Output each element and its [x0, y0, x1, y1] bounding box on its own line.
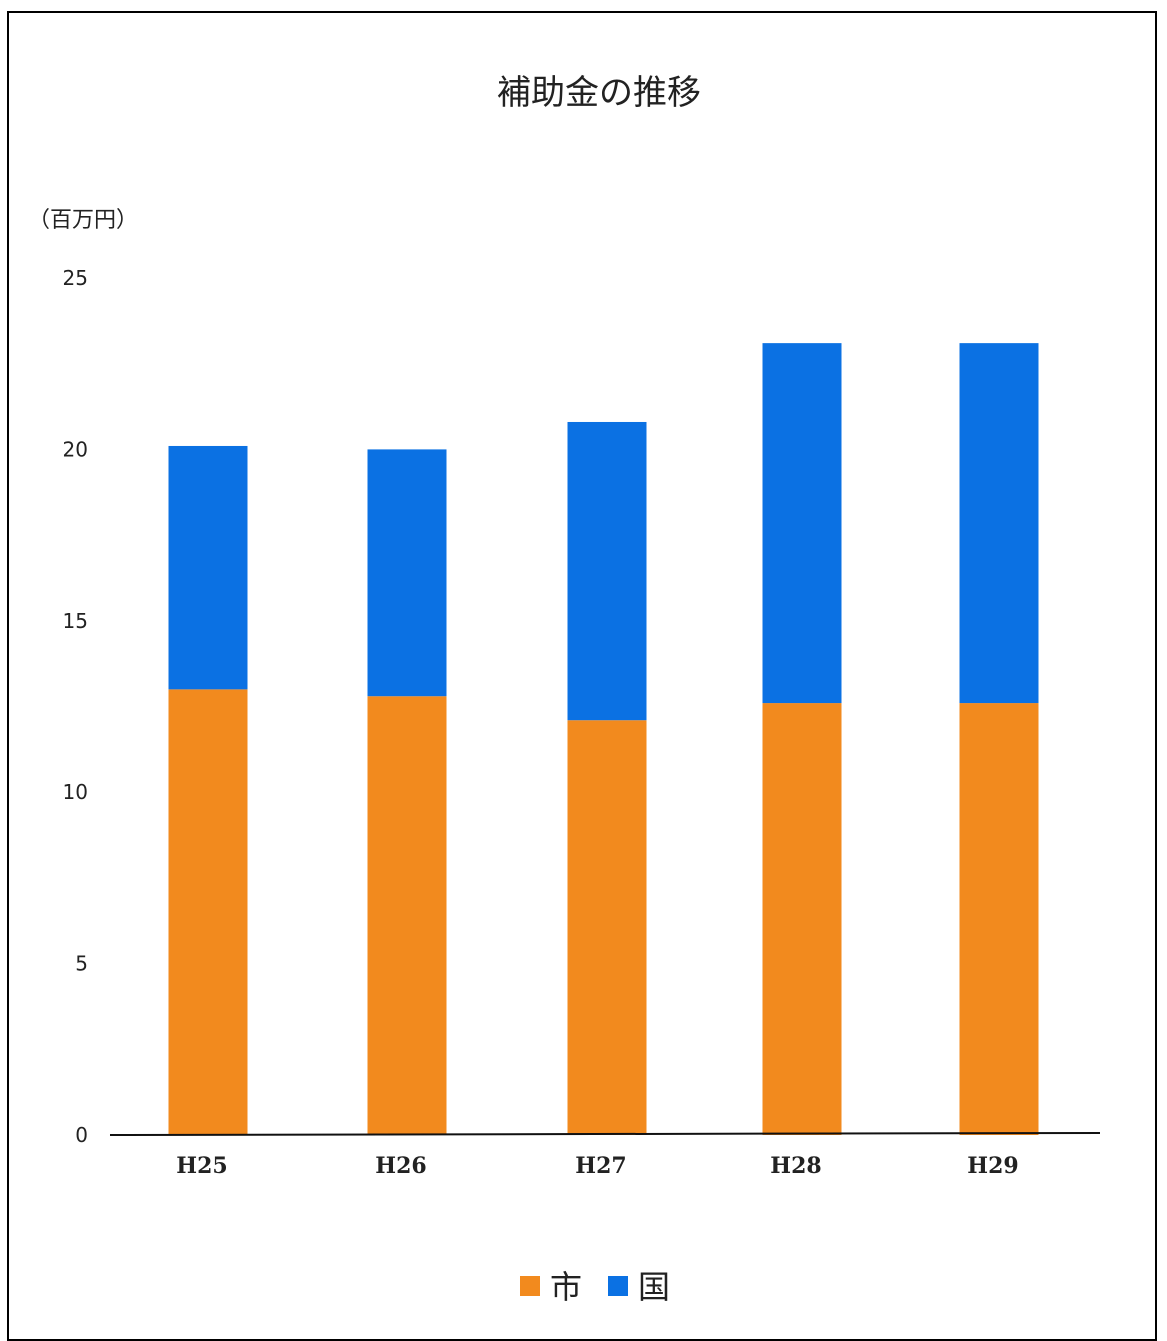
bar-segment-H28-national	[762, 343, 842, 704]
bar-segment-H26-national	[367, 449, 447, 697]
x-tick-label: H25	[176, 1153, 227, 1179]
bar-segment-H27-national	[567, 421, 647, 721]
legend-swatch	[608, 1276, 628, 1296]
x-axis-ticks: H25 H26 H27 H28 H29	[176, 1153, 1018, 1179]
legend-label: 市	[550, 1268, 582, 1306]
y-axis-unit-label: （百万円）	[28, 208, 138, 233]
bars	[168, 343, 1039, 1135]
x-tick-label: H29	[967, 1153, 1018, 1179]
bar-segment-H29-national	[959, 343, 1039, 704]
y-tick-label: 25	[63, 266, 88, 290]
y-tick-label: 10	[63, 780, 88, 804]
x-tick-label: H27	[575, 1153, 626, 1179]
x-tick-label: H26	[375, 1153, 426, 1179]
legend-swatch	[520, 1276, 540, 1296]
y-axis-ticks: 0 5 10 15 20 25	[63, 266, 88, 1147]
y-tick-label: 5	[75, 952, 88, 976]
bar-segment-H27-city	[567, 720, 647, 1135]
y-tick-label: 0	[75, 1123, 88, 1147]
bar-segment-H25-city	[168, 689, 248, 1135]
y-tick-label: 15	[63, 609, 88, 633]
bar-segment-H28-city	[762, 703, 842, 1135]
bar-segment-H25-national	[168, 445, 248, 690]
chart-title: 補助金の推移	[497, 73, 701, 113]
x-tick-label: H28	[770, 1153, 821, 1179]
legend: 市国	[520, 1268, 670, 1306]
x-axis-line	[109, 1132, 1101, 1136]
bar-segment-H26-city	[367, 696, 447, 1135]
y-tick-label: 20	[63, 437, 88, 461]
legend-label: 国	[638, 1268, 670, 1306]
bar-segment-H29-city	[959, 703, 1039, 1135]
